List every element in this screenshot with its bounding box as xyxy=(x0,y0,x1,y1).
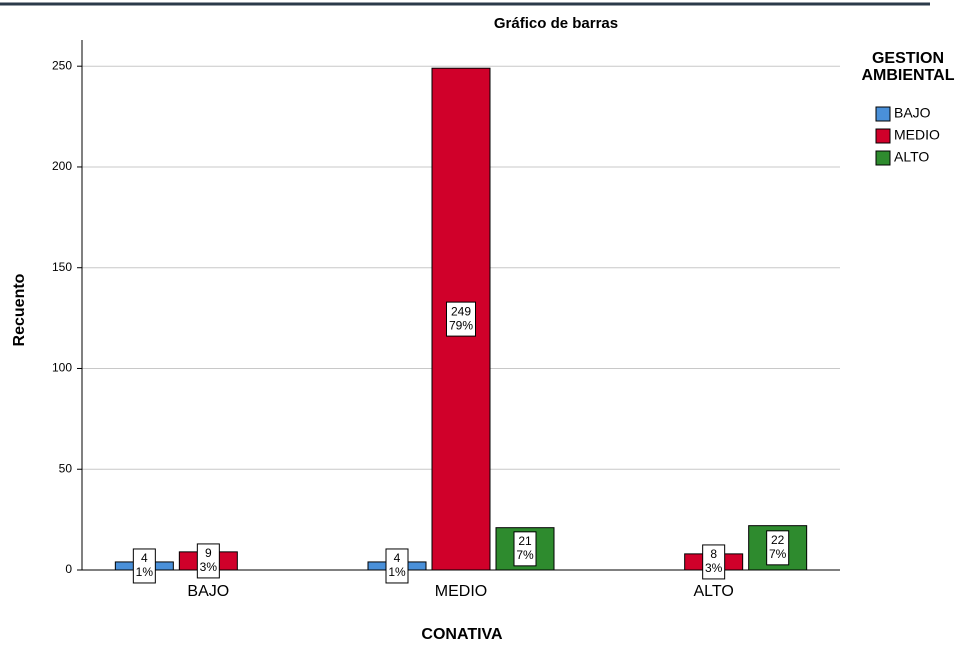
y-tick-label: 200 xyxy=(52,159,72,173)
legend-label: BAJO xyxy=(894,105,931,121)
x-tick-label: MEDIO xyxy=(435,583,487,600)
legend-label: MEDIO xyxy=(894,127,940,143)
data-label: 9 xyxy=(205,546,212,560)
x-axis-label: CONATIVA xyxy=(421,626,503,643)
x-tick-label: ALTO xyxy=(694,583,734,600)
data-label: 4 xyxy=(394,551,401,565)
y-axis-label: Recuento xyxy=(11,273,28,346)
legend-swatch xyxy=(875,106,891,122)
legend-title: GESTION AMBIENTAL xyxy=(861,50,955,84)
x-tick-label: BAJO xyxy=(187,583,229,600)
chart-title: Gráfico de barras xyxy=(494,15,618,32)
data-label-percent: 1% xyxy=(388,565,406,579)
data-label-percent: 79% xyxy=(449,318,473,332)
y-tick-label: 50 xyxy=(59,461,73,475)
data-label-box xyxy=(702,544,726,580)
legend-swatch xyxy=(875,128,891,144)
data-label: 249 xyxy=(451,304,471,318)
data-label-percent: 1% xyxy=(136,565,154,579)
y-tick-label: 0 xyxy=(65,562,72,576)
data-label-percent: 3% xyxy=(705,561,723,575)
data-label: 4 xyxy=(141,551,148,565)
legend-swatch xyxy=(875,150,891,166)
data-label: 8 xyxy=(710,547,717,561)
data-label-percent: 7% xyxy=(769,547,787,561)
data-label-box xyxy=(385,548,409,584)
y-tick-label: 100 xyxy=(52,361,72,375)
data-label-box xyxy=(446,301,476,337)
data-label: 21 xyxy=(518,534,532,548)
legend-label: ALTO xyxy=(894,149,929,165)
y-tick-label: 250 xyxy=(52,58,72,72)
data-label-percent: 7% xyxy=(516,548,534,562)
data-label-box xyxy=(132,548,156,584)
data-label: 22 xyxy=(771,533,785,547)
data-label-box xyxy=(766,530,790,566)
data-label-box xyxy=(196,543,220,579)
y-tick-label: 150 xyxy=(52,260,72,274)
data-label-box xyxy=(513,531,537,567)
data-label-percent: 3% xyxy=(200,560,218,574)
